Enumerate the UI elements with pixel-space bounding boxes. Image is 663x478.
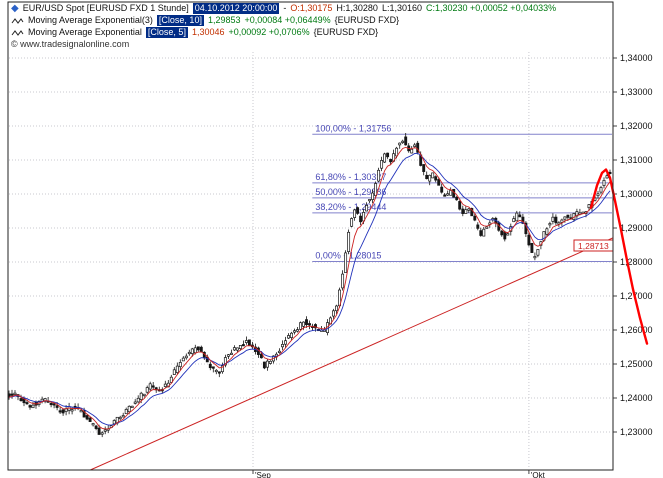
indicator-icon (11, 17, 24, 25)
open-value: O:1,30175 (290, 3, 333, 13)
instrument-icon: ◆ (11, 2, 19, 14)
indicator-row-ema5: Moving Average Exponential [Close, 5] 1,… (11, 27, 378, 38)
instrument-title: EUR/USD Spot [EURUSD FXD 1 Stunde] (22, 3, 189, 13)
candlesticks (7, 133, 612, 438)
ema5-line (8, 146, 611, 430)
indicator-name: Moving Average Exponential(3) (28, 15, 153, 25)
close-value: C:1,30230 +0,00052 +0,04033% (425, 3, 557, 13)
y-axis-label: 1,25000 (620, 359, 653, 369)
indicator-change: +0,00084 +0,06449% (244, 15, 331, 25)
fib-label: 0,00% - 1,28015 (315, 251, 381, 261)
y-axis-label: 1,27000 (620, 291, 653, 301)
y-axis-label: 1,31000 (620, 155, 653, 165)
plot-frame (7, 1, 614, 471)
y-axis-label: 1,34000 (620, 53, 653, 63)
x-axis-label: 'Sep (255, 471, 271, 478)
trendline[interactable] (90, 237, 614, 471)
indicator-name: Moving Average Exponential (28, 27, 142, 37)
trendline-value-label: 1,28713 (578, 241, 609, 251)
indicator-params: [Close, 5] (145, 27, 188, 38)
fib-label: 61,80% - 1,30327 (315, 172, 386, 182)
indicator-value: 1,30046 (191, 27, 225, 37)
fib-label: 100,00% - 1,31756 (315, 123, 391, 133)
indicator-change: +0,00092 +0,0706% (228, 27, 310, 37)
fib-label: 50,00% - 1,29886 (315, 187, 386, 197)
y-axis-label: 1,28000 (620, 257, 653, 267)
datetime-badge: 04.10.2012 20:00:00 (192, 3, 280, 14)
copyright: © www.tradesignalonline.com (11, 39, 130, 49)
y-axis-label: 1,26000 (620, 325, 653, 335)
y-axis-label: 1,23000 (620, 427, 653, 437)
ema10-line (8, 152, 611, 426)
indicator-value: 1,29853 (207, 15, 241, 25)
indicator-suffix: {EURUSD FXD} (334, 15, 400, 25)
indicator-icon (11, 29, 24, 37)
y-axis-label: 1,24000 (620, 393, 653, 403)
projection-line[interactable] (589, 168, 649, 345)
separator: - (283, 3, 287, 13)
y-axis-label: 1,32000 (620, 121, 653, 131)
indicator-params: [Close, 10] (156, 15, 204, 26)
y-axis-label: 1,33000 (620, 87, 653, 97)
instrument-header: ◆ EUR/USD Spot [EURUSD FXD 1 Stunde] 04.… (11, 3, 556, 14)
y-axis-label: 1,30000 (620, 189, 653, 199)
low-value: L:1,30160 (381, 3, 422, 13)
indicator-suffix: {EURUSD FXD} (313, 27, 379, 37)
fib-label: 38,20% - 1,29444 (315, 202, 386, 212)
y-axis-label: 1,29000 (620, 223, 653, 233)
indicator-row-ema10: Moving Average Exponential(3) [Close, 10… (11, 15, 399, 26)
high-value: H:1,30280 (336, 3, 378, 13)
x-axis-label: 'Okt (531, 471, 546, 478)
